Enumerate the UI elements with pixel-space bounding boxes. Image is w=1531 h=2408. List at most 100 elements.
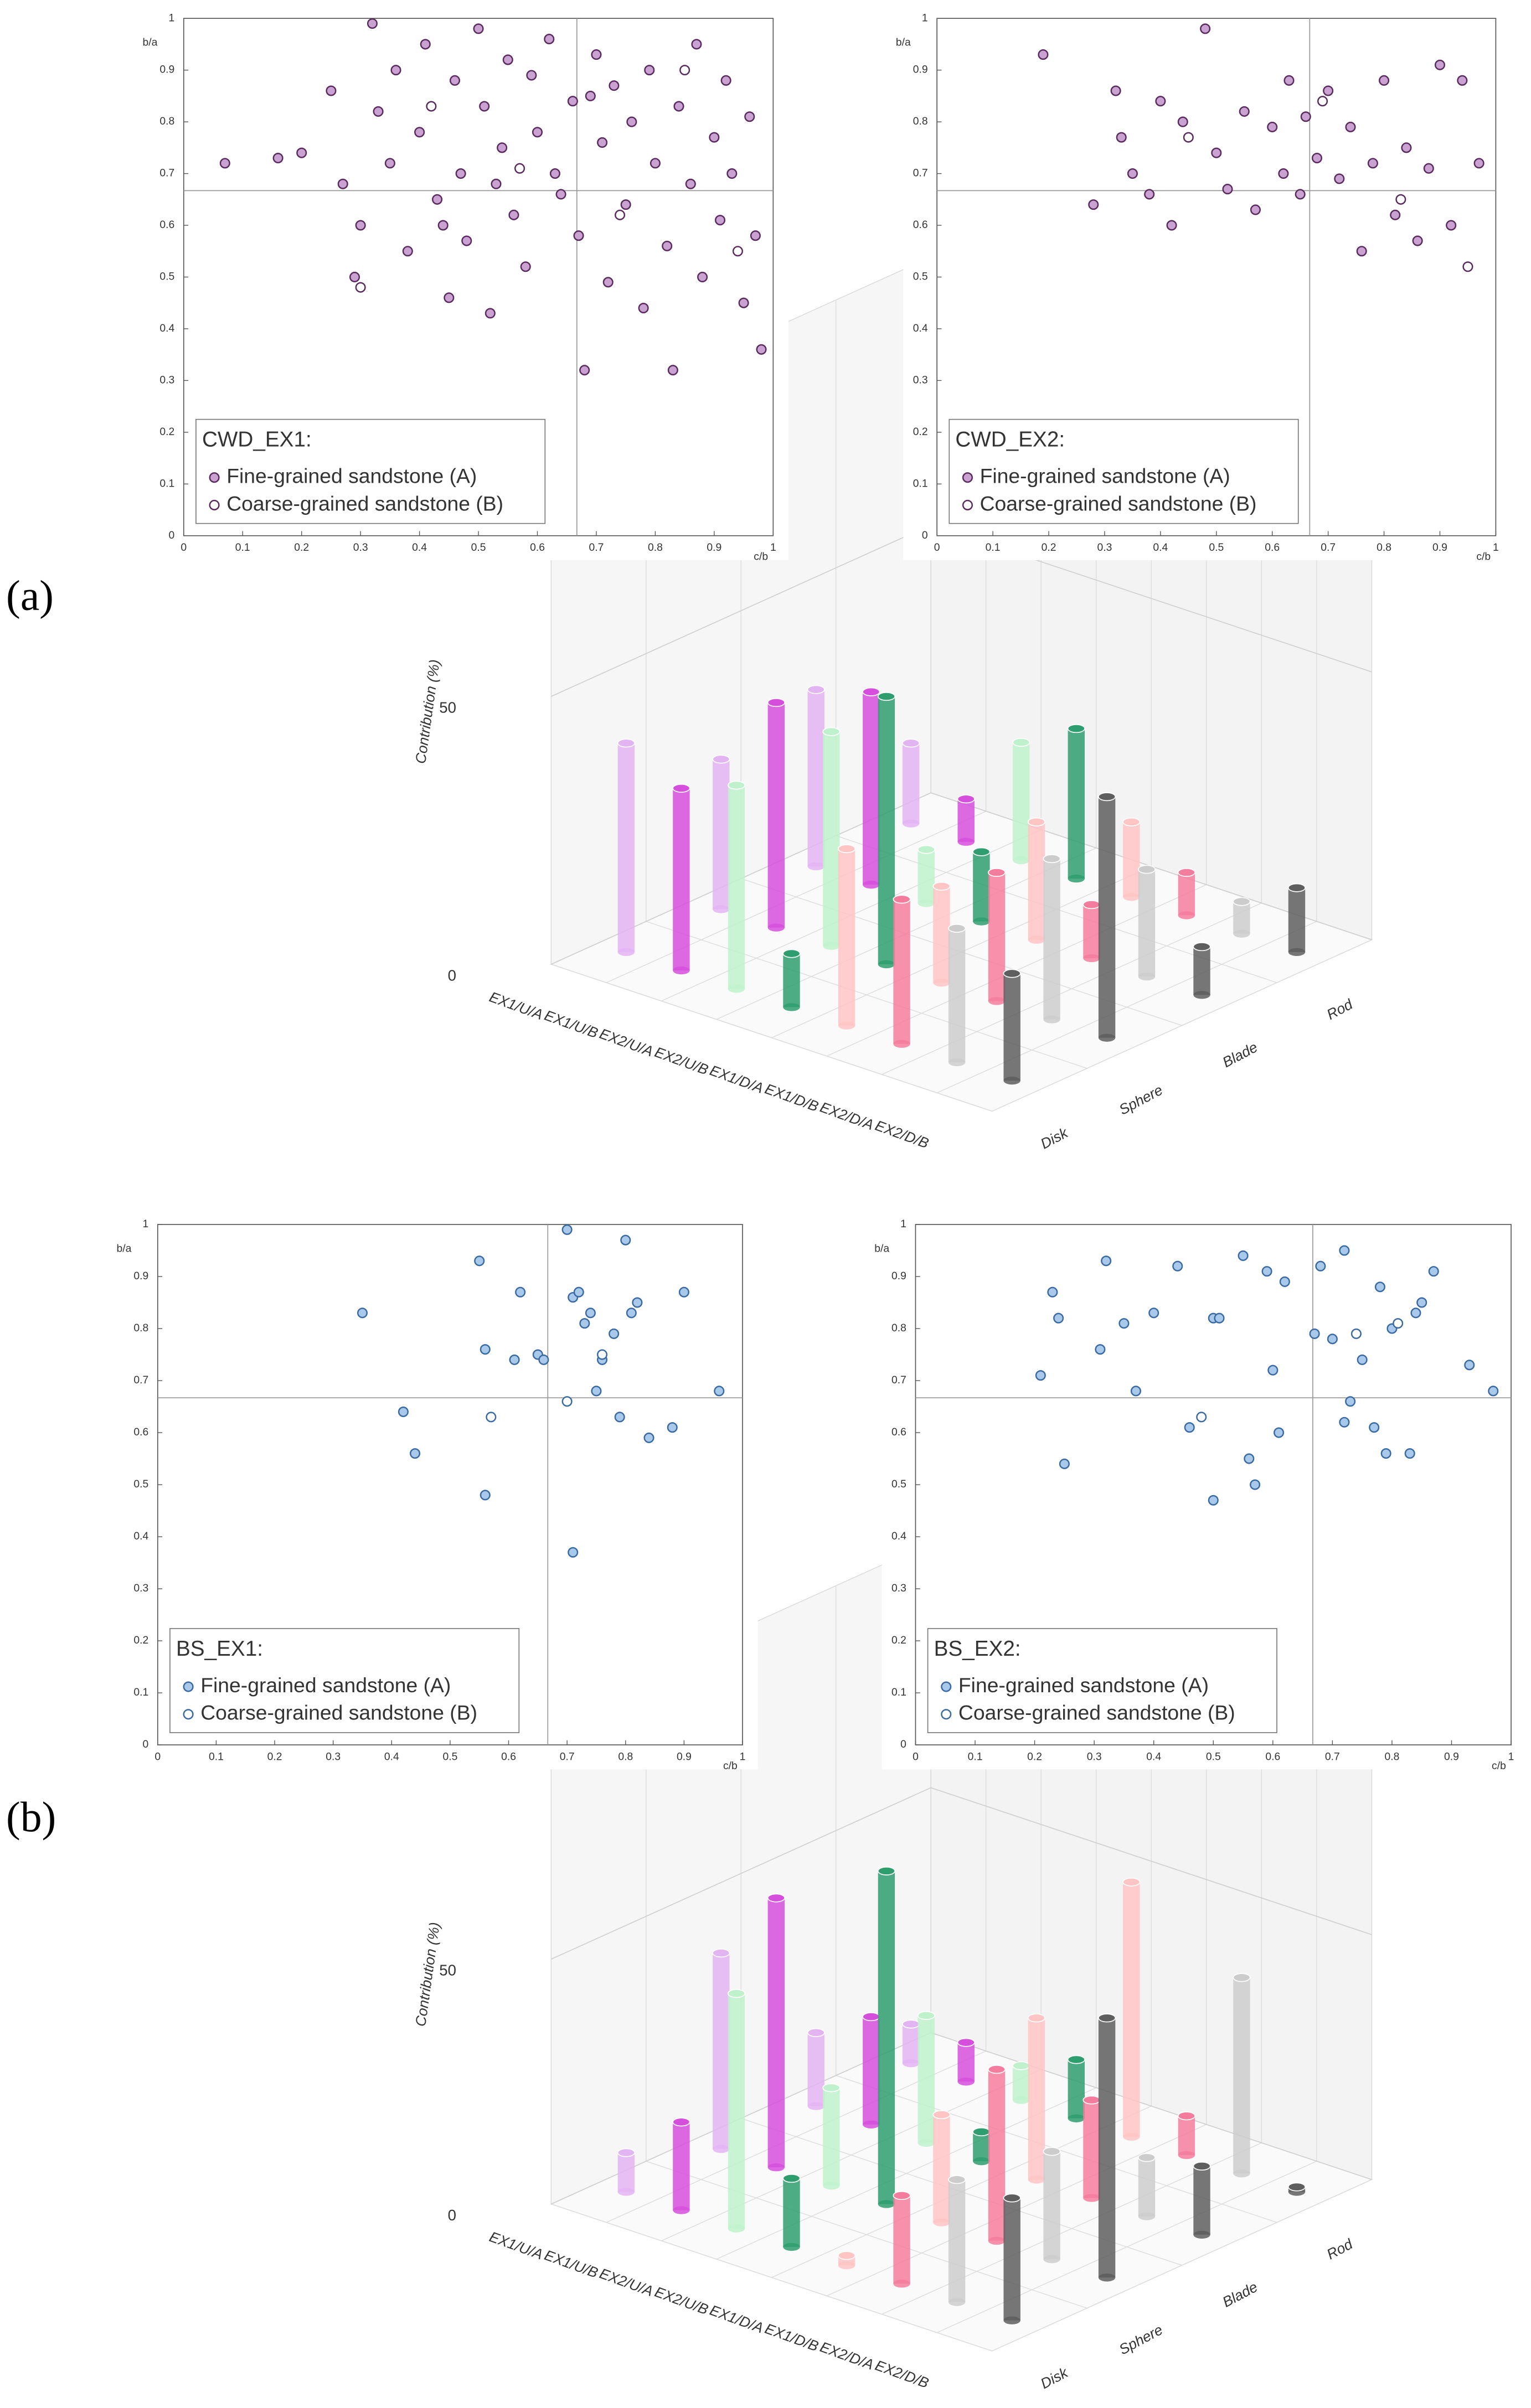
x-tick-label: 0 (934, 541, 940, 554)
bar-cap (862, 2012, 880, 2022)
bar-cap (1122, 817, 1141, 826)
depth-label: Rod (1324, 2235, 1356, 2263)
point (432, 194, 443, 205)
point (402, 246, 413, 257)
point (1412, 235, 1423, 246)
x-tick-label: 0.5 (1209, 541, 1224, 554)
x-tick-label: 1 (770, 541, 776, 554)
point (1148, 1308, 1159, 1319)
legend-label: Coarse-grained sandstone (B) (226, 492, 503, 515)
point (1423, 163, 1434, 174)
x-tick-label: 0.5 (1206, 1750, 1221, 1763)
x-tick-label: 0.3 (326, 1750, 341, 1763)
bar (1138, 869, 1156, 977)
point (567, 96, 578, 107)
row-label: EX1/D/A (708, 1062, 766, 1097)
point (1274, 1427, 1285, 1438)
bar (933, 2115, 950, 2223)
point (373, 106, 384, 117)
point (1369, 1422, 1380, 1433)
y-axis-label: b/a (896, 37, 911, 49)
y-tick-label: 0.1 (159, 477, 174, 489)
bar-cap (1098, 792, 1116, 802)
bar (823, 731, 840, 946)
point (1088, 199, 1099, 210)
point (585, 1308, 596, 1319)
bar (1043, 859, 1060, 1020)
point (1116, 132, 1127, 143)
point (473, 23, 484, 34)
bar (948, 928, 966, 1062)
row-label: EX1/D/B (762, 1080, 821, 1115)
y-tick-label: 0.7 (913, 167, 928, 179)
point (1222, 184, 1233, 195)
y-tick-label: 1 (922, 12, 928, 24)
x-tick-label: 0.8 (618, 1750, 633, 1763)
x-tick-label: 0 (181, 541, 187, 554)
bar (1193, 2166, 1210, 2235)
bar-cap (1027, 2013, 1045, 2023)
point (538, 1354, 549, 1365)
point (561, 1224, 573, 1235)
point (1244, 1453, 1255, 1464)
point (1464, 1360, 1475, 1371)
x-tick-label: 0.4 (384, 1750, 399, 1763)
bar (807, 689, 824, 866)
bar-cap (957, 794, 975, 804)
point (1395, 194, 1406, 205)
y-tick-label: 0.8 (891, 1322, 906, 1334)
legend-marker (183, 1681, 194, 1692)
point (484, 308, 496, 319)
y-tick-label: 0 (142, 1738, 148, 1750)
point (1345, 121, 1356, 132)
bar (673, 2122, 690, 2210)
x-tick-label: 0.7 (589, 541, 604, 554)
bar-cap (877, 1866, 895, 1875)
scatter-plot: 0 0.1 0.2 0.3 0.4 0.5 0.6 0.7 0.8 0.9 1 0 0.1 0.2 0.3 0… (874, 1215, 1527, 1772)
floor-grid (551, 2203, 992, 2352)
bar-cap (917, 845, 935, 854)
x-tick-label: 0.8 (648, 541, 663, 554)
bar (1003, 973, 1020, 1081)
x-tick-label: 0.6 (530, 541, 545, 554)
legend-label: Fine-grained sandstone (A) (980, 464, 1230, 488)
point (1166, 220, 1177, 231)
floor-grid (551, 964, 992, 1112)
bar (1193, 947, 1210, 995)
bar-cap (957, 2038, 975, 2047)
depth-label: Disk (1038, 1124, 1071, 1152)
y-tick-label: 0.2 (133, 1634, 148, 1646)
point (1278, 168, 1289, 179)
z-grid-line (551, 1787, 1372, 1960)
point (1110, 85, 1121, 96)
bar (1028, 2018, 1045, 2180)
bar (1013, 2065, 1030, 2100)
x-tick-label: 0.9 (677, 1750, 692, 1763)
point (1267, 121, 1278, 132)
point (662, 240, 673, 251)
point (732, 246, 743, 257)
y-tick-label: 0.3 (133, 1582, 148, 1594)
bar-cap (617, 2148, 635, 2157)
row-label: EX2/U/A (597, 1025, 656, 1060)
depth-label: Sphere (1116, 1082, 1166, 1118)
point (1250, 204, 1261, 215)
y-tick-label: 0.4 (913, 322, 928, 334)
row-label: EX2/U/A (597, 2265, 656, 2300)
point (491, 178, 502, 189)
bar (838, 849, 855, 1026)
x-tick-label: 1 (1493, 541, 1499, 554)
x-tick-label: 0.9 (707, 541, 721, 554)
bar-cap (1027, 817, 1045, 826)
y-tick-label: 0.9 (891, 1270, 906, 1282)
point (526, 70, 537, 81)
x-tick-label: 0.7 (560, 1750, 575, 1763)
bar-cap (877, 692, 895, 701)
bar-cap (987, 2065, 1006, 2074)
bar-cap (672, 783, 690, 793)
bar-cap (782, 2174, 801, 2183)
bar-cap (917, 2011, 935, 2020)
row-label: EX1/D/B (762, 2320, 821, 2355)
point (744, 111, 755, 122)
point (1428, 1266, 1439, 1277)
